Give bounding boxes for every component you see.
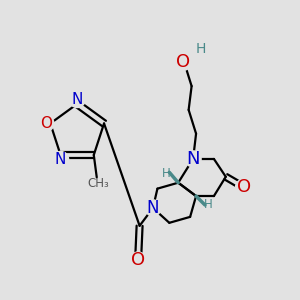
Text: H: H [161,167,170,180]
Text: N: N [71,92,83,107]
Text: O: O [237,178,251,196]
Circle shape [236,179,252,195]
Circle shape [130,252,146,268]
Text: O: O [131,251,145,269]
Circle shape [145,200,161,216]
Circle shape [175,54,191,70]
Text: CH₃: CH₃ [87,177,109,190]
Text: H: H [204,198,213,211]
Circle shape [185,151,201,167]
Circle shape [69,92,85,107]
Circle shape [38,116,54,131]
Text: H: H [195,42,206,56]
Circle shape [52,152,69,167]
Text: N: N [147,199,159,217]
Text: N: N [55,152,66,167]
Text: O: O [176,53,190,71]
Text: O: O [40,116,52,131]
Text: N: N [186,150,200,168]
